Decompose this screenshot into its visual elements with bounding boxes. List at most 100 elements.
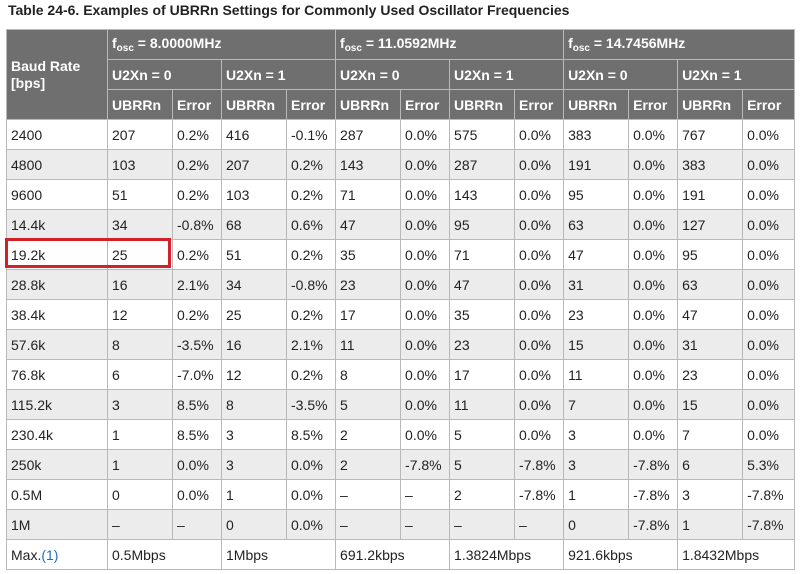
- error-value-cell: 0.0%: [514, 179, 565, 210]
- ubrr-value-cell: 25: [107, 239, 173, 270]
- ubrr-value-cell: 5: [449, 419, 516, 450]
- u2x1-header: U2Xn = 1: [449, 59, 565, 90]
- ubrr-value-cell: –: [335, 479, 402, 510]
- ubrr-value-cell: 5: [449, 449, 516, 480]
- error-value-cell: 0.0%: [628, 179, 679, 210]
- u2x0-header: U2Xn = 0: [335, 59, 451, 90]
- table-row: 0.5M 0 0.0% 1 0.0% – –2 -7.8% 1 -7.8% 3 -7.8%: [6, 479, 796, 510]
- ubrr-value-cell: 17: [449, 359, 516, 390]
- error-value-cell: 0.0%: [742, 359, 796, 390]
- error-value-cell: 0.0%: [628, 329, 679, 360]
- error-value-cell: 2.1%: [172, 269, 222, 300]
- error-column-header: Error: [400, 89, 451, 120]
- error-value-cell: 0.6%: [285, 209, 337, 240]
- baud-rate-cell: 76.8k: [6, 359, 108, 390]
- error-column-header: Error: [628, 89, 679, 120]
- u2x0-header: U2Xn = 0: [563, 59, 679, 90]
- ubrr-value-cell: 5: [335, 389, 402, 420]
- ubrr-value-cell: 63: [677, 269, 744, 300]
- table-row: 38.4k 12 0.2% 25 0.2% 17 0.0% 35 0.0% 23 0.0% 47 0.0…: [6, 299, 796, 330]
- table-row: 1M – –0 0.0% – – – –0 -7.8% 1 -7.8%: [6, 509, 796, 540]
- error-value-cell: 0.0%: [400, 329, 451, 360]
- ubrr-value-cell: 23: [563, 299, 630, 330]
- ubrr-value-cell: 71: [335, 179, 402, 210]
- error-value-cell: -7.8%: [742, 509, 796, 540]
- ubrr-value-cell: 95: [449, 209, 516, 240]
- ubrr-value-cell: 34: [107, 209, 173, 240]
- max-label: Max.: [11, 546, 42, 563]
- baud-rate-cell: 250k: [6, 449, 108, 480]
- table-row: 19.2k 25 0.2% 51 0.2% 35 0.0% 71 0.0% 47 0.0% 95 0.0…: [6, 239, 796, 270]
- u2x0-header: U2Xn = 0: [107, 59, 222, 90]
- ubrr-value-cell: 143: [449, 179, 516, 210]
- ubrr-value-cell: 23: [335, 269, 402, 300]
- error-value-cell: -0.1%: [285, 119, 337, 150]
- ubrr-value-cell: 23: [449, 329, 516, 360]
- table-row: 76.8k 6 -7.0% 12 0.2% 8 0.0% 17 0.0% 11 0.0% 23 0.0%: [6, 359, 796, 390]
- error-value-cell: 0.0%: [400, 389, 451, 420]
- error-value-cell: 5.3%: [742, 449, 796, 480]
- ubrr-column-header: UBRRn: [677, 89, 744, 120]
- error-value-cell: 0.0%: [628, 209, 679, 240]
- max-label-cell: Max.(1): [6, 539, 108, 570]
- ubrr-value-cell: 17: [335, 299, 402, 330]
- error-value-cell: 0.0%: [628, 269, 679, 300]
- baud-rate-unit: [bps]: [11, 74, 46, 91]
- error-value-cell: 0.0%: [400, 419, 451, 450]
- ubrr-value-cell: 1: [677, 509, 744, 540]
- ubrr-value-cell: 6: [677, 449, 744, 480]
- ubrr-value-cell: 51: [107, 179, 173, 210]
- error-value-cell: 8.5%: [285, 419, 337, 450]
- ubrr-value-cell: 3: [221, 449, 287, 480]
- baud-rate-cell: 38.4k: [6, 299, 108, 330]
- ubrr-value-cell: 95: [563, 179, 630, 210]
- ubrr-value-cell: 11: [563, 359, 630, 390]
- table-row: 14.4k 34 -0.8% 68 0.6% 47 0.0% 95 0.0% 63 0.0% 127 0…: [6, 209, 796, 240]
- ubrr-column-header: UBRRn: [221, 89, 287, 120]
- fosc-header-14mhz: fosc = 14.7456MHz: [563, 29, 796, 60]
- ubrr-value-cell: 3: [677, 479, 744, 510]
- ubrr-value-cell: 63: [563, 209, 630, 240]
- error-value-cell: 0.0%: [628, 389, 679, 420]
- error-value-cell: –: [400, 509, 451, 540]
- ubrr-value-cell: 47: [563, 239, 630, 270]
- ubrr-value-cell: 51: [221, 239, 287, 270]
- error-value-cell: 0.0%: [742, 389, 796, 420]
- ubrr-value-cell: 23: [677, 359, 744, 390]
- ubrr-value-cell: 47: [335, 209, 402, 240]
- ubrr-value-cell: 0: [107, 479, 173, 510]
- ubrr-value-cell: 575: [449, 119, 516, 150]
- error-value-cell: -7.8%: [400, 449, 451, 480]
- ubrr-value-cell: 16: [107, 269, 173, 300]
- table-row: 57.6k 8 -3.5% 16 2.1% 11 0.0% 23 0.0% 15 0.0% 31 0.0…: [6, 329, 796, 360]
- error-value-cell: -7.0%: [172, 359, 222, 390]
- ubrr-value-cell: 287: [335, 119, 402, 150]
- ubrr-value-cell: 7: [563, 389, 630, 420]
- error-value-cell: 0.2%: [172, 179, 222, 210]
- baud-rate-cell: 1M: [6, 509, 108, 540]
- ubrr-value-cell: –: [107, 509, 173, 540]
- max-rate-cell: 0.5Mbps: [107, 539, 222, 570]
- error-value-cell: –: [400, 479, 451, 510]
- ubrr-value-cell: 35: [449, 299, 516, 330]
- error-value-cell: 0.0%: [172, 449, 222, 480]
- error-value-cell: 0.0%: [742, 119, 796, 150]
- footnote-link[interactable]: (1): [41, 546, 59, 563]
- ubrr-value-cell: 103: [221, 179, 287, 210]
- fosc-header-11mhz: fosc = 11.0592MHz: [335, 29, 565, 60]
- baud-rate-cell: 115.2k: [6, 389, 108, 420]
- ubrr-value-cell: 1: [107, 419, 173, 450]
- error-value-cell: 0.0%: [514, 419, 565, 450]
- ubrr-value-cell: 95: [677, 239, 744, 270]
- max-row: Max.(1) 0.5Mbps 1Mbps 691.2kbps 1.3824Mbps 92…: [6, 539, 796, 570]
- error-value-cell: 0.0%: [514, 269, 565, 300]
- ubrr-value-cell: –: [449, 509, 516, 540]
- error-value-cell: 0.0%: [285, 509, 337, 540]
- error-value-cell: 0.0%: [628, 119, 679, 150]
- error-column-header: Error: [172, 89, 222, 120]
- table-row: 250k 1 0.0% 3 0.0% 2 -7.8% 5 -7.8% 3 -7.8% 6 5.3%: [6, 449, 796, 480]
- ubrr-value-cell: 2: [335, 449, 402, 480]
- ubrr-value-cell: 47: [449, 269, 516, 300]
- error-value-cell: 0.2%: [172, 299, 222, 330]
- error-value-cell: 8.5%: [172, 389, 222, 420]
